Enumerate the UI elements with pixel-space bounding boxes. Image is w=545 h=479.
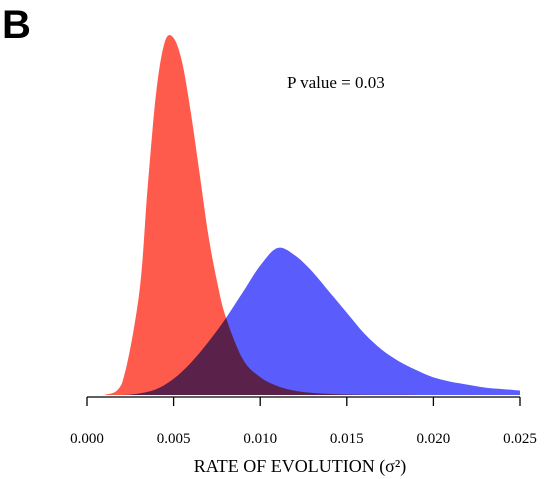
x-axis-title: RATE OF EVOLUTION (σ²) — [194, 456, 407, 477]
x-tick-label: 0.005 — [157, 431, 191, 447]
x-tick-label: 0.010 — [243, 431, 277, 447]
panel-label: B — [2, 3, 31, 47]
x-tick-label: 0.025 — [503, 431, 537, 447]
x-tick-label: 0.000 — [70, 431, 104, 447]
x-tick-label: 0.020 — [417, 431, 451, 447]
x-axis-ticks: 0.000 0.005 0.010 0.015 0.020 0.025 — [70, 397, 537, 447]
density-area-red — [87, 35, 434, 395]
density-areas — [87, 35, 520, 395]
x-tick-label: 0.015 — [330, 431, 364, 447]
p-value-annotation: P value = 0.03 — [287, 73, 385, 92]
